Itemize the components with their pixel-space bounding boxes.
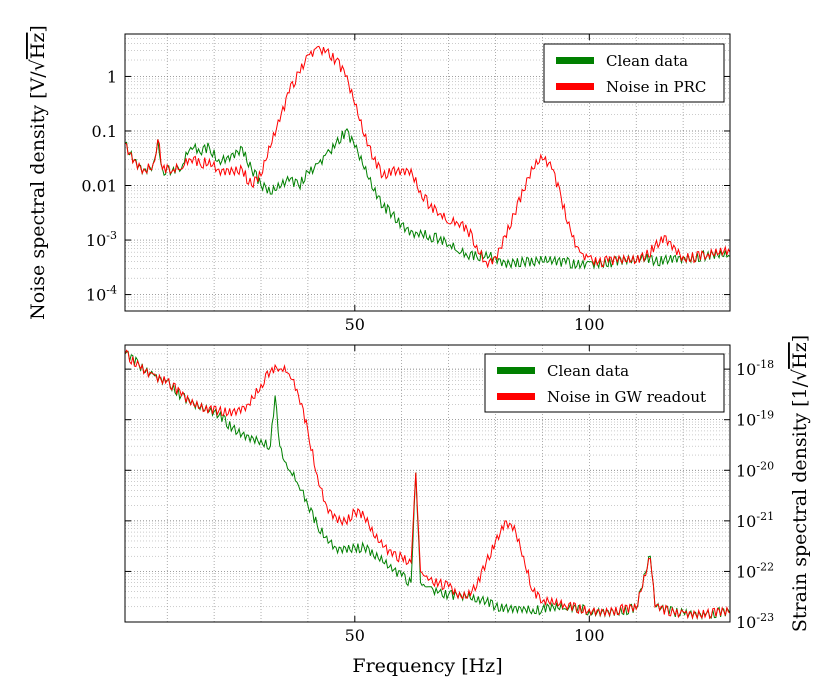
legend-swatch	[497, 393, 535, 400]
y-tick-label: 10-19	[736, 409, 774, 430]
y-tick-label: 1	[107, 67, 117, 86]
legend-label: Clean data	[547, 362, 629, 380]
bottom-chart: 50 100 10-23 10-22 10-21 10-20 10-19 10-18 Strai…	[124, 335, 811, 677]
legend-swatch	[556, 83, 594, 90]
y-tick-label: 10-3	[86, 229, 117, 250]
x-tick-label: 100	[574, 626, 605, 645]
plot-frame	[124, 33, 731, 312]
series-line-noise	[125, 349, 730, 620]
y-tick-label: 10-18	[736, 358, 774, 379]
x-tick-label: 100	[574, 315, 605, 334]
series-group	[125, 45, 730, 270]
y-tick-label: 10-23	[736, 611, 774, 632]
series-group	[125, 349, 730, 621]
y-tick-label: 10-22	[736, 560, 774, 581]
x-axis-label: Frequency [Hz]	[352, 655, 502, 677]
y-tick-label: 0.01	[81, 177, 117, 196]
y-tick-label: 10-21	[736, 510, 774, 531]
legend-label: Clean data	[606, 52, 688, 70]
y-tick-label: 0.1	[92, 122, 117, 141]
y-axis-label: Strain spectral density [1/√Hz]	[789, 335, 811, 632]
series-line-noise	[125, 45, 730, 269]
legend: Clean data Noise in PRC	[543, 43, 725, 103]
y-tick-label: 10-20	[736, 459, 774, 480]
top-chart: 50 100 10-4 10-3 0.01 0.1 1 Noise spectral dens…	[27, 25, 731, 334]
legend-swatch	[556, 57, 594, 64]
y-axis-label: Noise spectral density [V/√Hz]	[27, 25, 49, 320]
x-tick-label: 50	[345, 626, 365, 645]
legend-label: Noise in PRC	[606, 78, 706, 96]
x-tick-label: 50	[345, 315, 365, 334]
legend: Clean data Noise in GW readout	[484, 353, 725, 413]
legend-box	[543, 43, 725, 103]
legend-box	[484, 353, 725, 413]
legend-label: Noise in GW readout	[547, 388, 706, 406]
y-tick-label: 10-4	[86, 284, 117, 305]
legend-swatch	[497, 367, 535, 374]
plot-frame	[124, 344, 731, 623]
